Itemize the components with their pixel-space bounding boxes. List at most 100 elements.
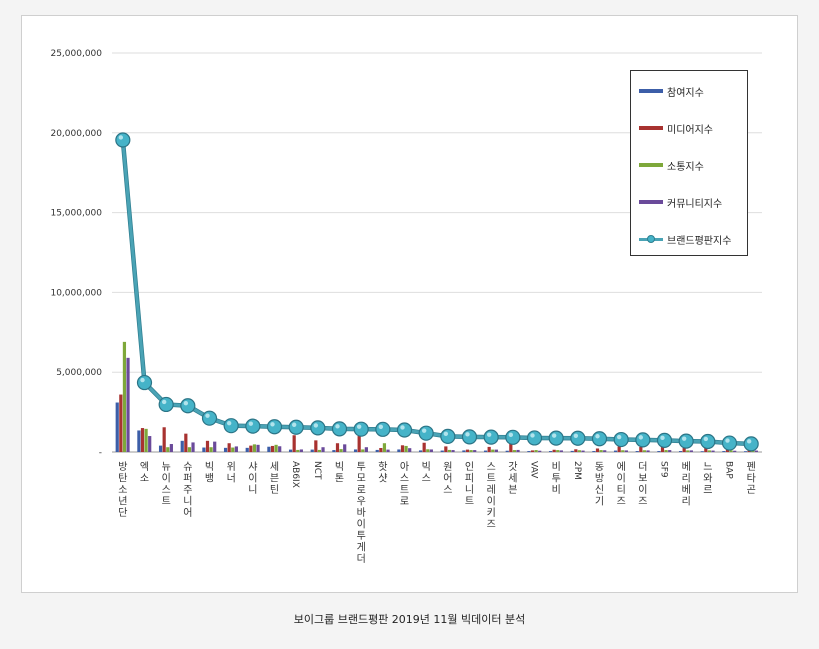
brand-line-point <box>245 418 261 434</box>
bar-participation <box>288 449 293 452</box>
bar-media <box>270 445 275 452</box>
bar-media <box>227 443 231 452</box>
bar-communication <box>231 447 235 452</box>
y-axis-ticks: 25,000,000 20,000,000 15,000,000 10,000,000… <box>50 49 102 458</box>
bar-community <box>213 441 217 452</box>
brand-point-highlight <box>335 424 340 429</box>
bar-participation <box>548 451 553 452</box>
bar-communication <box>209 447 213 452</box>
bar-participation <box>613 450 618 452</box>
bar-communication <box>404 445 408 452</box>
y-tick-label: 20,000,000 <box>50 129 102 139</box>
bar-community <box>733 450 737 452</box>
legend-item-brand: 브랜드평판지수 <box>639 232 731 247</box>
bar-community <box>148 436 152 452</box>
bar-participation <box>223 447 228 452</box>
bar-media <box>379 448 383 452</box>
bar-media <box>205 440 210 452</box>
bar-participation <box>267 446 271 452</box>
bar-media <box>660 445 665 452</box>
bar-media <box>422 442 426 452</box>
legend: 참여지수 미디어지수 소통지수 커뮤니티지수 브랜드평판지수 <box>630 70 748 256</box>
bar-participation <box>310 449 314 452</box>
brand-line-point <box>396 422 413 438</box>
bar-participation <box>483 450 488 452</box>
brand-line-point <box>158 396 174 413</box>
bar-community <box>559 450 563 452</box>
brand-line-point <box>418 425 434 441</box>
bar-media <box>249 445 253 452</box>
bar-communication <box>469 450 473 452</box>
bar-media <box>574 449 578 452</box>
bar-participation <box>743 451 748 452</box>
bar-community <box>408 448 412 452</box>
brand-line-point <box>136 374 153 391</box>
bar-communication <box>296 449 300 452</box>
brand-point-highlight <box>616 434 622 440</box>
bar-communication <box>664 450 668 452</box>
brand-point-highlight <box>270 422 275 427</box>
bar-participation <box>375 449 379 452</box>
y-tick-label: 15,000,000 <box>50 209 102 219</box>
bar-communication <box>361 449 365 452</box>
bar-participation <box>180 440 184 452</box>
legend-label: 커뮤니티지수 <box>667 198 723 210</box>
bar-community <box>451 450 455 452</box>
brand-point-highlight <box>356 424 362 429</box>
brand-line-point <box>656 432 673 448</box>
bar-media <box>617 446 621 452</box>
brand-point-highlight <box>551 433 557 438</box>
bar-communication <box>166 447 170 452</box>
bar-media <box>552 449 556 452</box>
bar-communication <box>252 444 257 452</box>
brand-point-highlight <box>725 438 730 443</box>
bar-communication <box>534 450 538 452</box>
legend-swatch-communication <box>639 163 663 167</box>
bar-participation <box>332 450 336 452</box>
bar-community <box>343 444 347 452</box>
bar-participation <box>570 450 574 452</box>
brand-point-highlight <box>248 421 254 426</box>
bar-participation <box>527 451 531 452</box>
brand-point-highlight <box>378 424 384 430</box>
bar-communication <box>599 450 603 452</box>
bar-community <box>278 446 282 452</box>
bar-media <box>509 443 513 452</box>
bar-communication <box>491 449 495 452</box>
brand-point-highlight <box>205 413 210 418</box>
chart-caption: 보이그룹 브랜드평판 2019년 11월 빅데이터 분석 <box>293 613 526 626</box>
bar-community <box>191 442 195 452</box>
bar-media <box>314 440 318 452</box>
brand-point-highlight <box>421 428 427 433</box>
y-tick-label: 25,000,000 <box>50 49 102 59</box>
bar-community <box>689 450 693 452</box>
brand-point-highlight <box>638 435 644 440</box>
bar-communication <box>707 450 712 452</box>
bar-community <box>754 450 758 452</box>
bar-communication <box>339 449 343 452</box>
x-tick-label: AB6IX <box>290 461 300 488</box>
x-tick-label: 2PM <box>572 461 582 480</box>
bar-participation <box>418 450 423 452</box>
bar-participation <box>440 450 444 452</box>
bar-participation <box>202 447 206 452</box>
legend-swatch-media <box>639 126 663 130</box>
legend-item-media: 미디어지수 <box>639 121 713 136</box>
brand-line-point <box>440 428 456 444</box>
bar-media <box>704 447 708 452</box>
legend-swatch-community <box>639 200 663 204</box>
